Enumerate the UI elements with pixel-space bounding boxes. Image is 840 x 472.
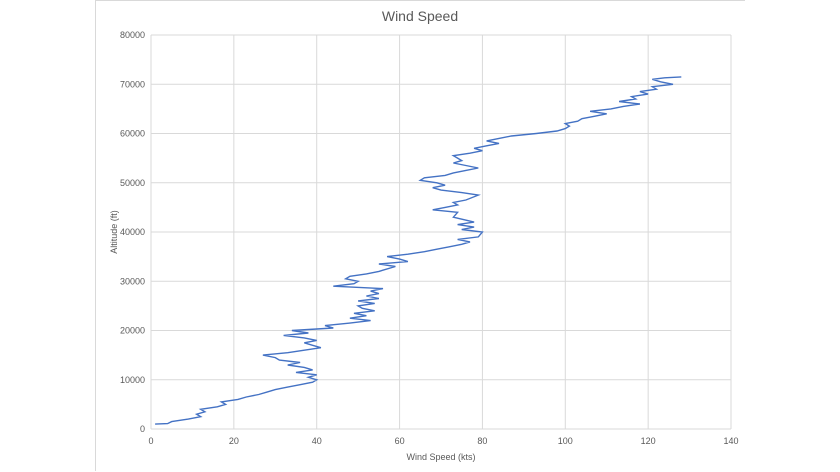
x-tick-label: 80 xyxy=(477,436,487,446)
y-tick-label: 60000 xyxy=(120,129,145,139)
x-axis-title: Wind Speed (kts) xyxy=(406,452,475,462)
x-tick-label: 40 xyxy=(312,436,322,446)
y-axis-title: Altitude (ft) xyxy=(109,210,119,254)
x-tick-label: 60 xyxy=(395,436,405,446)
y-tick-label: 50000 xyxy=(120,178,145,188)
x-tick-label: 20 xyxy=(229,436,239,446)
y-tick-label: 30000 xyxy=(120,276,145,286)
chart-frame xyxy=(95,0,745,471)
y-tick-label: 80000 xyxy=(120,30,145,40)
x-tick-label: 0 xyxy=(148,436,153,446)
y-tick-label: 20000 xyxy=(120,326,145,336)
x-tick-label: 140 xyxy=(723,436,738,446)
series-line xyxy=(155,76,682,425)
chart-title: Wind Speed xyxy=(382,8,458,24)
y-tick-label: 0 xyxy=(140,424,145,434)
grid-lines xyxy=(150,34,732,430)
x-tick-label: 120 xyxy=(641,436,656,446)
y-tick-labels: 0 10000 20000 30000 40000 50000 60000 70000 8000… xyxy=(120,30,145,434)
x-tick-labels: 0 20 40 60 80 100 120 140 xyxy=(148,436,738,446)
y-tick-label: 40000 xyxy=(120,227,145,237)
y-tick-label: 70000 xyxy=(120,79,145,89)
x-tick-label: 100 xyxy=(558,436,573,446)
y-tick-label: 10000 xyxy=(120,375,145,385)
